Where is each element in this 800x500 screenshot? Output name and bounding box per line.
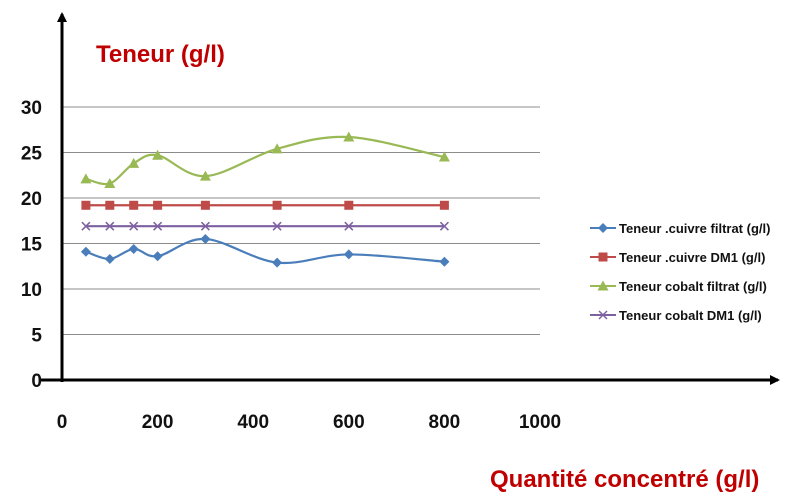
- y-tick-label: 30: [21, 98, 42, 119]
- legend-swatch-marker: [597, 280, 609, 291]
- legend-swatch-marker: [598, 252, 608, 262]
- series-3-point: [104, 177, 116, 188]
- gridlines: [62, 106, 540, 335]
- legend-label: Teneur .cuivre filtrat (g/l): [619, 221, 770, 236]
- series-1-point: [80, 246, 91, 257]
- series-4-point: [272, 221, 282, 231]
- series-line-1: [85, 237, 445, 265]
- series-1-point: [152, 251, 163, 262]
- series-2-point: [129, 200, 139, 210]
- series-3-point: [438, 151, 450, 162]
- series-lines: [85, 135, 445, 265]
- legend-label: Teneur .cuivre DM1 (g/l): [619, 250, 765, 265]
- x-tick-label: 400: [237, 412, 269, 433]
- series-3-point: [80, 173, 92, 184]
- x-tick-label: 800: [429, 412, 461, 433]
- y-tick-label: 5: [31, 326, 42, 347]
- series-4-point: [344, 221, 354, 231]
- legend-swatch-marker: [598, 310, 608, 320]
- series-4-point: [200, 221, 210, 231]
- series-3-point: [152, 149, 164, 160]
- x-tick-label: 600: [333, 412, 365, 433]
- series-3-point: [343, 131, 355, 142]
- y-tick-label: 0: [31, 371, 42, 392]
- legend: Teneur .cuivre filtrat (g/l) Teneur .cuiv…: [590, 221, 770, 323]
- y-tick-label: 10: [21, 280, 42, 301]
- series-1-point: [272, 257, 283, 268]
- x-axis-title: Quantité concentré (g/l): [490, 466, 759, 493]
- series-2-point: [344, 200, 354, 210]
- series-4-point: [439, 221, 449, 231]
- legend-label: Teneur cobalt DM1 (g/l): [619, 308, 762, 323]
- series-2-point: [105, 200, 115, 210]
- series-2-point: [81, 200, 91, 210]
- legend-item: Teneur cobalt filtrat (g/l): [590, 279, 767, 294]
- y-tick-label: 15: [21, 235, 43, 256]
- series-1-point: [128, 243, 139, 254]
- series-3-point: [271, 143, 283, 154]
- series-4-point: [81, 221, 91, 231]
- legend-item: Teneur .cuivre DM1 (g/l): [590, 250, 765, 265]
- y-axis-title: Teneur (g/l): [96, 41, 225, 68]
- legend-item: Teneur .cuivre filtrat (g/l): [590, 221, 770, 236]
- series-1-point: [343, 249, 354, 260]
- series-3-point: [128, 157, 140, 168]
- series-2-point: [272, 200, 282, 210]
- series-2-point: [439, 200, 449, 210]
- tick-labels: 0 5 10 15 20 25 30 0 200 400 600 800 1000: [21, 98, 561, 433]
- series-4-point: [129, 221, 139, 231]
- series-1-point: [104, 253, 115, 264]
- series-2-point: [200, 200, 210, 210]
- x-tick-label: 0: [57, 412, 68, 433]
- y-tick-label: 20: [21, 189, 42, 210]
- series-2-point: [153, 200, 163, 210]
- x-tick-label: 1000: [519, 412, 561, 433]
- series-1-point: [439, 256, 450, 267]
- axes: [40, 12, 780, 385]
- series-markers: [80, 131, 450, 268]
- series-4-point: [153, 221, 163, 231]
- series-1-point: [200, 233, 211, 244]
- x-tick-label: 200: [142, 412, 174, 433]
- y-tick-label: 25: [21, 144, 43, 165]
- series-4-point: [105, 221, 115, 231]
- legend-label: Teneur cobalt filtrat (g/l): [619, 279, 767, 294]
- legend-swatch-marker: [598, 223, 608, 233]
- series-line-3: [85, 135, 445, 186]
- series-3-point: [199, 170, 211, 181]
- legend-item: Teneur cobalt DM1 (g/l): [590, 308, 762, 323]
